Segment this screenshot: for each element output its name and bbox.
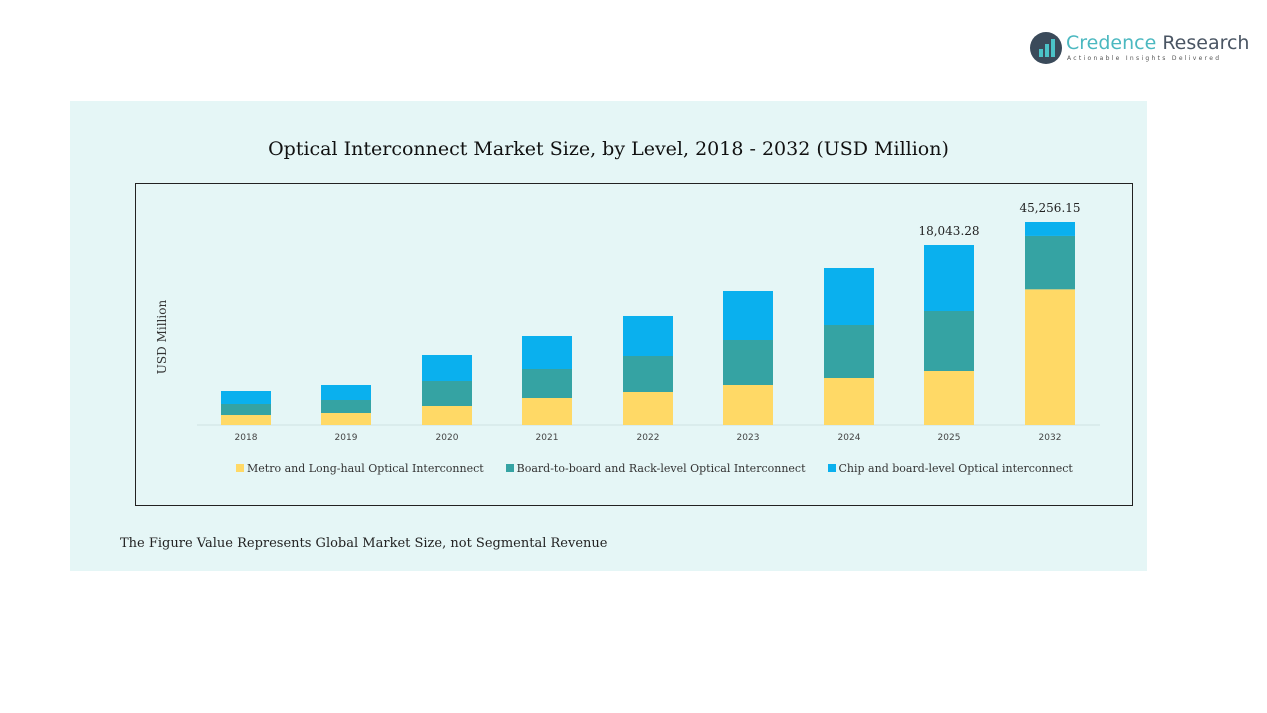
logo-chart-icon <box>1030 32 1062 64</box>
credence-research-logo: Credence Research Actionable Insights De… <box>1030 30 1249 70</box>
bar-segment-2021-2 <box>522 336 572 370</box>
logo-tagline: Actionable Insights Delivered <box>1067 55 1222 62</box>
chart-title: Optical Interconnect Market Size, by Lev… <box>268 138 949 160</box>
x-tick-label: 2018 <box>235 433 258 443</box>
bar-segment-2020-0 <box>422 405 472 425</box>
bar-segment-2024-2 <box>824 267 874 326</box>
legend-swatch <box>236 464 244 472</box>
logo-name: Credence <box>1066 32 1157 54</box>
legend-label: Chip and board-level Optical interconnec… <box>838 462 1073 475</box>
legend-item: Board-to-board and Rack-level Optical In… <box>505 462 806 475</box>
bar-segment-2018-0 <box>221 415 271 425</box>
bar-segment-2019-2 <box>321 384 371 401</box>
bar-segment-2023-0 <box>723 384 773 425</box>
legend-swatch <box>827 464 836 472</box>
bar-segment-2020-1 <box>422 380 472 406</box>
bar-segment-2023-2 <box>723 290 773 340</box>
logo-name-2: Research <box>1156 32 1250 54</box>
bar-segment-2025-1 <box>924 311 974 371</box>
x-tick-label: 2032 <box>1039 433 1062 443</box>
bar-segment-2022-1 <box>623 355 673 392</box>
bar-segment-2020-2 <box>422 354 472 381</box>
x-tick-label: 2025 <box>938 433 961 443</box>
bar-segment-2018-2 <box>221 391 271 405</box>
legend-swatch <box>505 464 514 472</box>
bar-segment-2032-1 <box>1025 235 1075 290</box>
bar-segment-2021-1 <box>522 369 572 399</box>
footnote: The Figure Value Represents Global Marke… <box>120 536 608 551</box>
x-tick-label: 2021 <box>536 433 559 443</box>
data-label: 18,043.28 <box>918 224 979 238</box>
x-tick-label: 2023 <box>737 433 760 443</box>
legend-item: Chip and board-level Optical interconnec… <box>827 462 1073 475</box>
x-tick-label: 2020 <box>436 433 459 443</box>
bar-segment-2022-2 <box>623 315 673 356</box>
chart-frame <box>135 183 1133 506</box>
data-label: 45,256.15 <box>1019 201 1080 215</box>
legend-item: Metro and Long-haul Optical Interconnect <box>236 462 484 475</box>
bar-segment-2032-2 <box>1025 222 1075 236</box>
bar-segment-2024-0 <box>824 378 874 425</box>
bar-segment-2032-0 <box>1025 289 1075 425</box>
x-tick-label: 2024 <box>838 433 861 443</box>
legend-label: Board-to-board and Rack-level Optical In… <box>516 462 806 475</box>
bar-segment-2021-0 <box>522 398 572 425</box>
bar-segment-2019-1 <box>321 400 371 413</box>
x-tick-label: 2019 <box>335 433 358 443</box>
bar-segment-2024-1 <box>824 325 874 379</box>
bar-segment-2025-0 <box>924 370 974 425</box>
bar-segment-2023-1 <box>723 339 773 385</box>
bar-segment-2019-0 <box>321 412 371 425</box>
bar-segment-2018-1 <box>221 404 271 416</box>
x-tick-label: 2022 <box>637 433 660 443</box>
bar-segment-2022-0 <box>623 391 673 425</box>
legend-label: Metro and Long-haul Optical Interconnect <box>247 462 484 475</box>
bar-segment-2025-2 <box>924 245 974 312</box>
legend: Metro and Long-haul Optical Interconnect… <box>236 462 1073 475</box>
